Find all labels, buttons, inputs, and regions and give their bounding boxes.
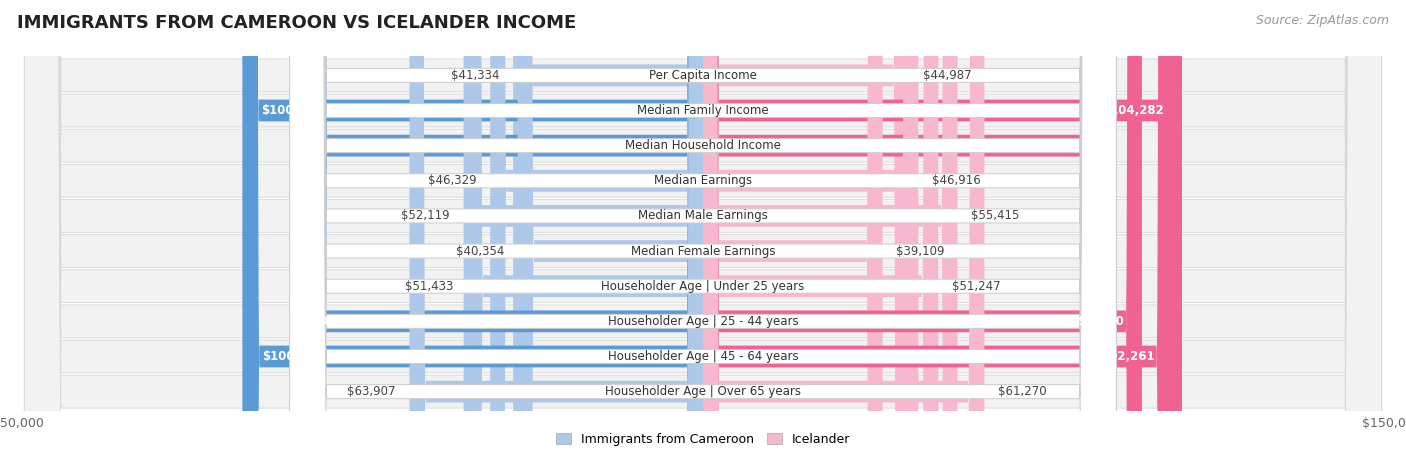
FancyBboxPatch shape [290, 0, 1116, 467]
FancyBboxPatch shape [290, 0, 1116, 467]
FancyBboxPatch shape [703, 0, 957, 467]
Text: $39,109: $39,109 [897, 245, 945, 258]
Legend: Immigrants from Cameroon, Icelander: Immigrants from Cameroon, Icelander [551, 428, 855, 451]
FancyBboxPatch shape [703, 0, 1142, 467]
Text: Householder Age | 45 - 64 years: Householder Age | 45 - 64 years [607, 350, 799, 363]
Text: Householder Age | Over 65 years: Householder Age | Over 65 years [605, 385, 801, 398]
FancyBboxPatch shape [290, 0, 1116, 467]
FancyBboxPatch shape [24, 0, 1382, 467]
FancyBboxPatch shape [242, 0, 703, 467]
FancyBboxPatch shape [24, 0, 1382, 467]
Text: $95,560: $95,560 [1070, 315, 1123, 328]
FancyBboxPatch shape [703, 0, 883, 467]
FancyBboxPatch shape [24, 0, 1382, 467]
FancyBboxPatch shape [24, 0, 1382, 467]
FancyBboxPatch shape [24, 0, 1382, 467]
Text: Median Male Earnings: Median Male Earnings [638, 209, 768, 222]
FancyBboxPatch shape [409, 0, 703, 467]
FancyBboxPatch shape [703, 0, 1182, 467]
Text: Per Capita Income: Per Capita Income [650, 69, 756, 82]
Text: $85,314: $85,314 [329, 139, 384, 152]
Text: Householder Age | Under 25 years: Householder Age | Under 25 years [602, 280, 804, 293]
FancyBboxPatch shape [703, 0, 1097, 467]
Text: $55,415: $55,415 [972, 209, 1019, 222]
FancyBboxPatch shape [467, 0, 703, 467]
Text: $51,433: $51,433 [405, 280, 453, 293]
Text: Source: ZipAtlas.com: Source: ZipAtlas.com [1256, 14, 1389, 27]
FancyBboxPatch shape [290, 0, 1116, 467]
FancyBboxPatch shape [491, 0, 703, 467]
Text: $63,907: $63,907 [347, 385, 395, 398]
Text: Median Household Income: Median Household Income [626, 139, 780, 152]
Text: $44,987: $44,987 [924, 69, 972, 82]
Text: $100,084: $100,084 [262, 350, 323, 363]
FancyBboxPatch shape [513, 0, 703, 467]
Text: Householder Age | 25 - 44 years: Householder Age | 25 - 44 years [607, 315, 799, 328]
Text: Median Earnings: Median Earnings [654, 174, 752, 187]
FancyBboxPatch shape [703, 0, 918, 467]
Text: $46,329: $46,329 [427, 174, 477, 187]
FancyBboxPatch shape [290, 0, 1116, 467]
FancyBboxPatch shape [703, 0, 910, 467]
Text: Median Family Income: Median Family Income [637, 104, 769, 117]
Text: $52,119: $52,119 [401, 209, 450, 222]
FancyBboxPatch shape [24, 0, 1382, 467]
Text: $102,261: $102,261 [1092, 350, 1154, 363]
Text: IMMIGRANTS FROM CAMEROON VS ICELANDER INCOME: IMMIGRANTS FROM CAMEROON VS ICELANDER IN… [17, 14, 576, 32]
FancyBboxPatch shape [290, 0, 1116, 467]
Text: $51,247: $51,247 [952, 280, 1001, 293]
Text: $100,289: $100,289 [260, 104, 322, 117]
FancyBboxPatch shape [298, 0, 703, 467]
Text: $85,797: $85,797 [1025, 139, 1078, 152]
Text: $104,282: $104,282 [1102, 104, 1164, 117]
FancyBboxPatch shape [24, 0, 1382, 467]
Text: $88,214: $88,214 [316, 315, 370, 328]
FancyBboxPatch shape [24, 0, 1382, 467]
FancyBboxPatch shape [703, 0, 1173, 467]
Text: $40,354: $40,354 [456, 245, 503, 258]
FancyBboxPatch shape [24, 0, 1382, 467]
FancyBboxPatch shape [290, 0, 1116, 467]
Text: $61,270: $61,270 [998, 385, 1047, 398]
FancyBboxPatch shape [243, 0, 703, 467]
FancyBboxPatch shape [311, 0, 703, 467]
FancyBboxPatch shape [517, 0, 703, 467]
FancyBboxPatch shape [290, 0, 1116, 467]
FancyBboxPatch shape [464, 0, 703, 467]
Text: $41,334: $41,334 [451, 69, 499, 82]
FancyBboxPatch shape [703, 0, 984, 467]
FancyBboxPatch shape [24, 0, 1382, 467]
FancyBboxPatch shape [290, 0, 1116, 467]
FancyBboxPatch shape [703, 0, 938, 467]
Text: Median Female Earnings: Median Female Earnings [631, 245, 775, 258]
Text: $46,916: $46,916 [932, 174, 981, 187]
FancyBboxPatch shape [290, 0, 1116, 467]
